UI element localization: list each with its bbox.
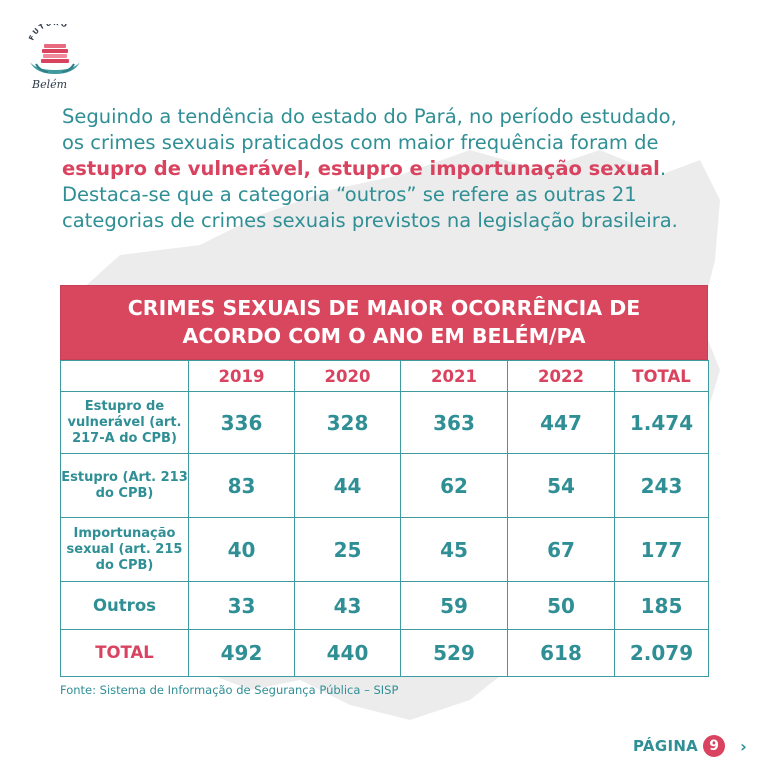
cell-value: 328: [294, 391, 401, 454]
next-arrow-icon[interactable]: ›: [740, 736, 747, 756]
table-row-estupro-vulneravel: Estupro de vulnerável (art. 217-A do CPB…: [60, 391, 709, 454]
logo-script-text: Belém: [31, 78, 67, 91]
header-corner: [60, 360, 189, 392]
cell-value: 62: [400, 453, 508, 518]
header-total: TOTAL: [614, 360, 709, 392]
cell-value: 336: [188, 391, 295, 454]
cell-value: 243: [614, 453, 709, 518]
svg-text:FUTURO: FUTURO: [28, 24, 70, 42]
row-label: Importunação sexual (art. 215 do CPB): [60, 517, 189, 582]
cell-value: 440: [294, 629, 401, 677]
intro-text-part2: . Destaca-se que a categoria “outros” se…: [62, 157, 678, 232]
crimes-table-container: CRIMES SEXUAIS DE MAIOR OCORRÊNCIA DE AC…: [60, 285, 709, 677]
header-2022: 2022: [507, 360, 615, 392]
books-hands-logo-icon: FUTURO Belém: [28, 19, 80, 91]
cell-value: 363: [400, 391, 508, 454]
cell-value: 529: [400, 629, 508, 677]
table-row-importunacao: Importunação sexual (art. 215 do CPB) 40…: [60, 517, 709, 582]
cell-value: 44: [294, 453, 401, 518]
cell-value: 33: [188, 581, 295, 630]
intro-highlight: estupro de vulnerável, estupro e importu…: [62, 157, 660, 180]
table-header-row: 2019 2020 2021 2022 TOTAL: [60, 360, 709, 392]
table-title: CRIMES SEXUAIS DE MAIOR OCORRÊNCIA DE AC…: [60, 285, 708, 360]
page-indicator: PÁGINA 9 ›: [633, 735, 747, 757]
cell-value: 2.079: [614, 629, 709, 677]
intro-text-part1: Seguindo a tendência do estado do Pará, …: [62, 105, 677, 154]
cell-value: 50: [507, 581, 615, 630]
table-row-outros: Outros 33 43 59 50 185: [60, 581, 709, 630]
crimes-table: 2019 2020 2021 2022 TOTAL Estupro de vul…: [60, 360, 709, 677]
table-title-line2: ACORDO COM O ANO EM BELÉM/PA: [182, 324, 586, 348]
cell-value: 59: [400, 581, 508, 630]
header-2021: 2021: [400, 360, 508, 392]
futuro-belem-logo: FUTURO Belém: [22, 19, 88, 96]
source-note: Fonte: Sistema de Informação de Seguranç…: [60, 683, 399, 697]
cell-value: 25: [294, 517, 401, 582]
header-2020: 2020: [294, 360, 401, 392]
cell-value: 185: [614, 581, 709, 630]
page-label: PÁGINA: [633, 737, 699, 755]
row-label: Estupro de vulnerável (art. 217-A do CPB…: [60, 391, 189, 454]
row-label: Estupro (Art. 213 do CPB): [60, 453, 189, 518]
cell-value: 177: [614, 517, 709, 582]
page-number-badge: 9: [703, 735, 726, 757]
intro-paragraph: Seguindo a tendência do estado do Pará, …: [62, 104, 702, 234]
logo-arc-text: FUTURO: [28, 19, 68, 42]
cell-value: 447: [507, 391, 615, 454]
cell-value: 492: [188, 629, 295, 677]
cell-value: 54: [507, 453, 615, 518]
header-2019: 2019: [188, 360, 295, 392]
cell-value: 40: [188, 517, 295, 582]
cell-value: 43: [294, 581, 401, 630]
table-row-total: TOTAL 492 440 529 618 2.079: [60, 629, 709, 677]
cell-value: 83: [188, 453, 295, 518]
row-label: Outros: [60, 581, 189, 630]
row-label-total: TOTAL: [60, 629, 189, 677]
table-row-estupro: Estupro (Art. 213 do CPB) 83 44 62 54 24…: [60, 453, 709, 518]
table-title-line1: CRIMES SEXUAIS DE MAIOR OCORRÊNCIA DE: [127, 296, 641, 320]
cell-value: 67: [507, 517, 615, 582]
cell-value: 45: [400, 517, 508, 582]
cell-value: 618: [507, 629, 615, 677]
cell-value: 1.474: [614, 391, 709, 454]
